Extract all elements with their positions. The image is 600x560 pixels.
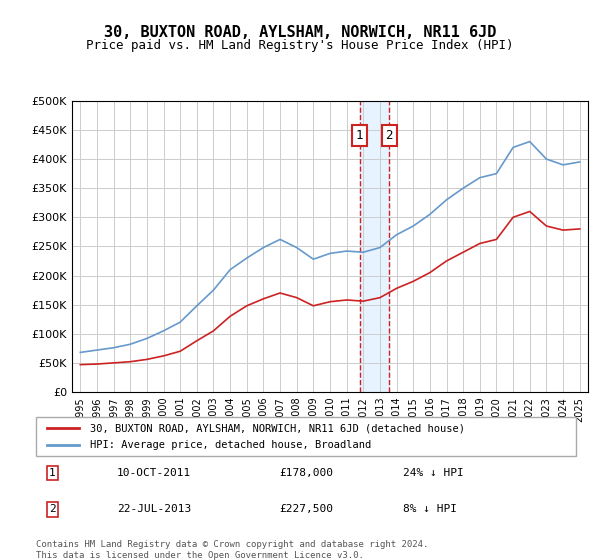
Text: £178,000: £178,000: [279, 468, 333, 478]
Text: HPI: Average price, detached house, Broadland: HPI: Average price, detached house, Broa…: [90, 440, 371, 450]
Text: 2: 2: [49, 505, 56, 514]
Text: 10-OCT-2011: 10-OCT-2011: [117, 468, 191, 478]
Text: £227,500: £227,500: [279, 505, 333, 514]
FancyBboxPatch shape: [36, 417, 576, 456]
Text: 24% ↓ HPI: 24% ↓ HPI: [403, 468, 464, 478]
Text: 8% ↓ HPI: 8% ↓ HPI: [403, 505, 457, 514]
Text: Contains HM Land Registry data © Crown copyright and database right 2024.
This d: Contains HM Land Registry data © Crown c…: [36, 540, 428, 560]
Text: 1: 1: [356, 129, 364, 142]
Text: 30, BUXTON ROAD, AYLSHAM, NORWICH, NR11 6JD: 30, BUXTON ROAD, AYLSHAM, NORWICH, NR11 …: [104, 25, 496, 40]
Bar: [359, 101, 389, 392]
Text: 22-JUL-2013: 22-JUL-2013: [117, 505, 191, 514]
Text: 1: 1: [49, 468, 56, 478]
Text: Price paid vs. HM Land Registry's House Price Index (HPI): Price paid vs. HM Land Registry's House …: [86, 39, 514, 52]
Text: 2: 2: [386, 129, 393, 142]
Text: 30, BUXTON ROAD, AYLSHAM, NORWICH, NR11 6JD (detached house): 30, BUXTON ROAD, AYLSHAM, NORWICH, NR11 …: [90, 423, 465, 433]
